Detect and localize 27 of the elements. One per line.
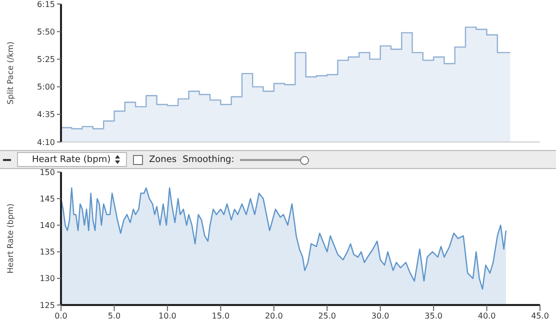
y-axis-title: Split Pace (/km) [6, 42, 15, 104]
x-tick-label: 25.0 [318, 312, 336, 321]
x-tick-label: 45.0 [531, 312, 549, 321]
y-tick-label: 5:25 [37, 55, 55, 64]
x-tick-label: 5.0 [108, 312, 121, 321]
y-tick-label: 125 [40, 300, 55, 310]
x-tick-label: 15.0 [212, 312, 230, 321]
y-tick-label: 145 [40, 194, 55, 204]
x-tick-label: 20.0 [264, 312, 283, 321]
y-tick-label: 140 [40, 221, 55, 230]
text: Smoothing: [182, 154, 234, 164]
y-tick-label: 4:35 [37, 110, 55, 120]
y-tick-label: 4:10 [37, 138, 55, 147]
y-tick-label: 6:15 [37, 0, 55, 9]
y-tick-label: 135 [40, 248, 55, 257]
y-tick-label: 5:00 [37, 82, 55, 92]
y-tick-label: 130 [40, 274, 55, 284]
x-tick-label: 0.0 [54, 312, 68, 321]
y-tick-label: 5:50 [37, 27, 55, 36]
x-tick-label: 35.0 [424, 312, 442, 321]
y-tick-label: 150 [40, 168, 55, 177]
x-tick-label: 10.0 [158, 312, 176, 321]
y-axis-title: Heart Rate (bpm) [6, 204, 15, 274]
x-tick-label: 30.0 [371, 312, 390, 321]
text: Heart Rate (bpm) [32, 154, 111, 164]
x-tick-label: 40.0 [478, 312, 496, 321]
text: Zones [149, 154, 177, 164]
